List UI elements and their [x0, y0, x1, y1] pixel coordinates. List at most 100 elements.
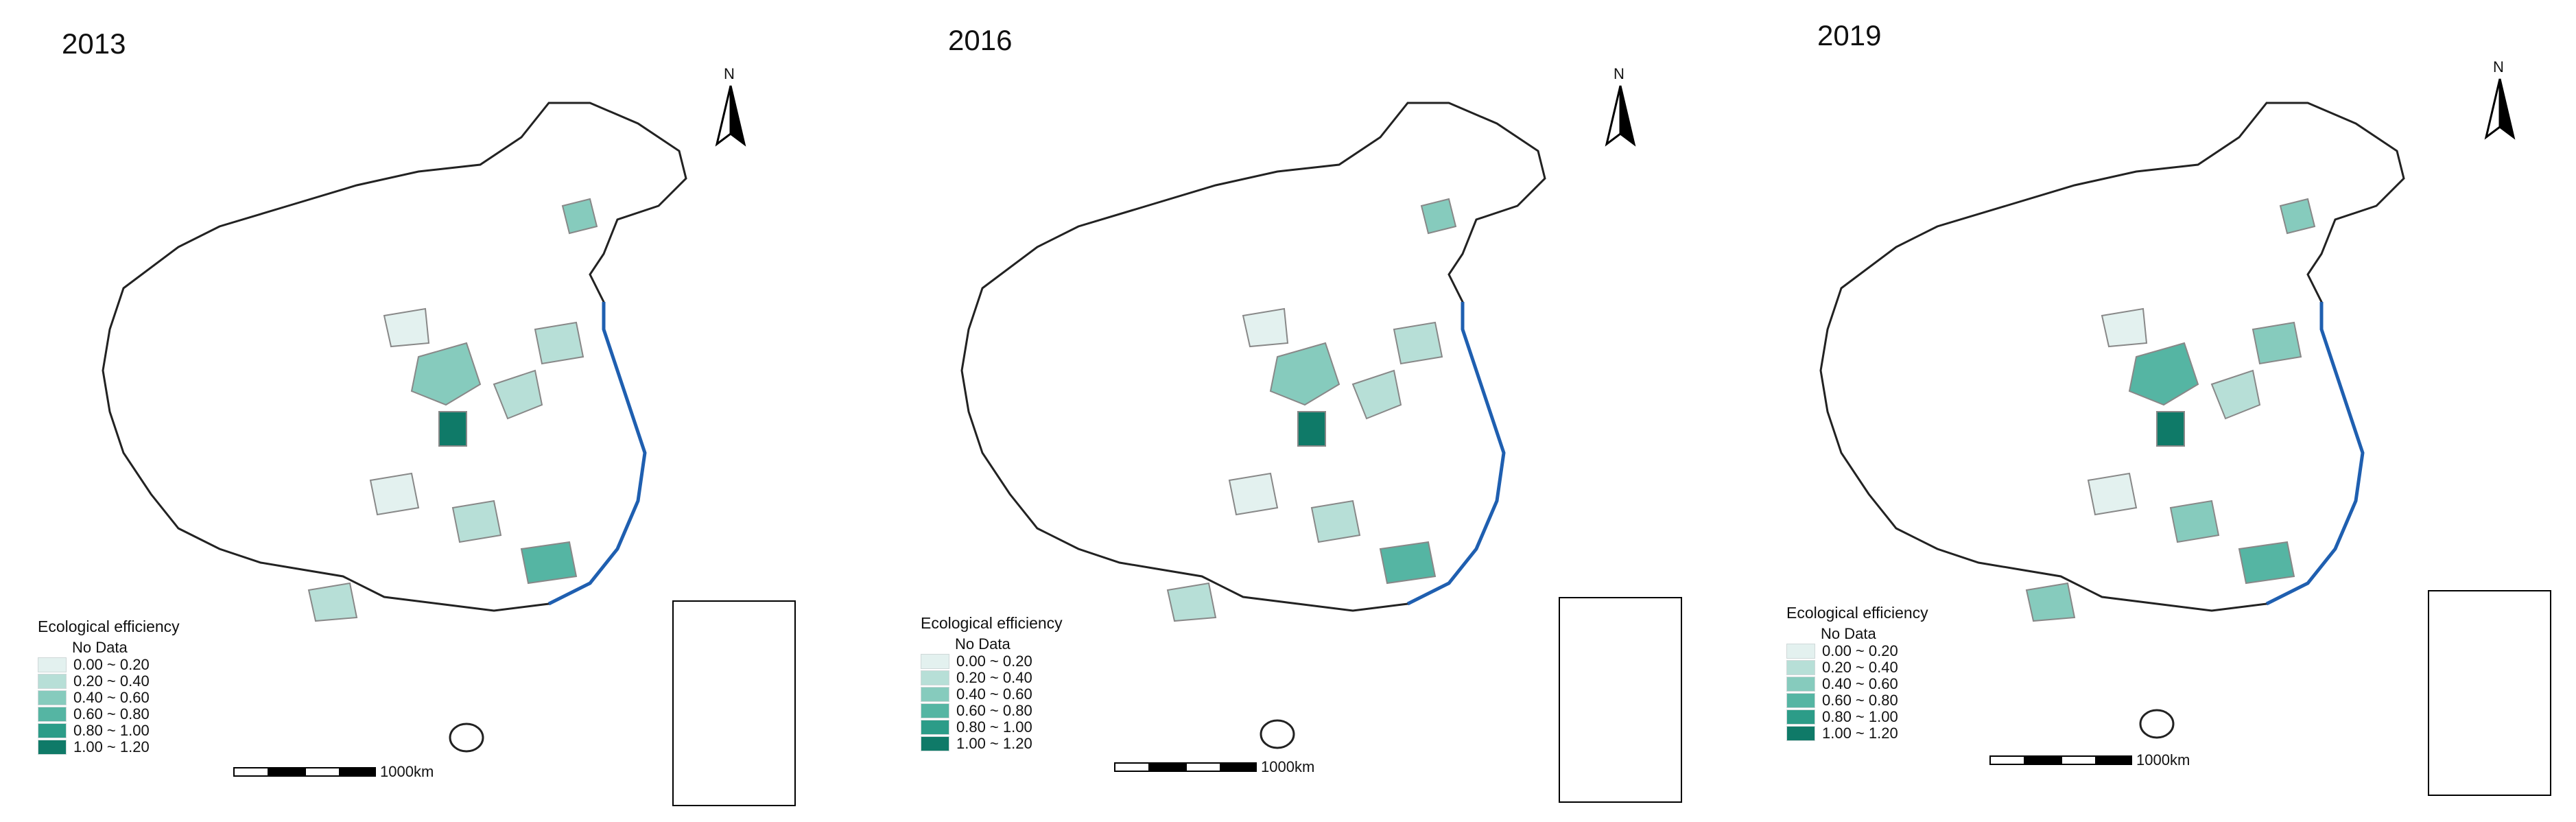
region-fill — [451, 500, 502, 543]
hainan-island — [2139, 709, 2175, 739]
panel-year: 2013 — [62, 27, 126, 60]
legend-class-item: 0.80 ~ 1.00 — [1786, 708, 1928, 725]
north-arrow: N — [1600, 65, 1641, 148]
legend-swatch — [921, 687, 949, 702]
legend-swatch — [921, 703, 949, 718]
legend-no-data: No Data — [955, 635, 1011, 653]
legend-class-label: 0.40 ~ 0.60 — [1822, 675, 1898, 692]
legend-class-item: 0.00 ~ 0.20 — [1786, 642, 1928, 659]
map-panel-2019: 2019 N Ecological efficiency No Data 0.0… — [1718, 0, 2576, 822]
region-fill — [493, 369, 543, 420]
country-outline — [1819, 102, 2405, 612]
legend-class-label: 1.00 ~ 1.20 — [1822, 725, 1898, 742]
region-fill — [534, 321, 584, 365]
region-fill — [1166, 582, 1217, 622]
legend-class-item: 0.60 ~ 0.80 — [38, 705, 180, 723]
legend-no-data: No Data — [1821, 625, 1876, 642]
region-fill — [2238, 541, 2295, 585]
scale-bar: 1000km — [1989, 751, 2190, 769]
panel-year: 2016 — [948, 24, 1013, 56]
legend-swatch — [38, 707, 67, 722]
region-fill — [438, 411, 467, 447]
china-map-2016 — [960, 102, 1546, 749]
legend-class-item: 1.00 ~ 1.20 — [921, 735, 1063, 752]
north-arrow: N — [710, 65, 751, 148]
legend-swatch — [38, 674, 67, 689]
legend-swatch — [38, 657, 67, 672]
china-map-2019 — [1819, 102, 2405, 739]
legend-class-item: 0.00 ~ 0.20 — [38, 656, 180, 673]
map-panel-2016: 2016 N Ecological efficiency No Data 0.0… — [859, 0, 1718, 822]
region-fill — [1420, 198, 1457, 235]
legend-class-label: 0.20 ~ 0.40 — [1822, 659, 1898, 676]
legend: Ecological efficiency No Data 0.00 ~ 0.2… — [38, 618, 180, 755]
legend-class-label: 0.40 ~ 0.60 — [73, 689, 150, 706]
legend-class-label: 0.60 ~ 0.80 — [73, 705, 150, 723]
region-fill — [2128, 342, 2199, 406]
legend-class-label: 0.00 ~ 0.20 — [73, 656, 150, 673]
north-label: N — [1614, 65, 1624, 82]
legend-class-label: 0.20 ~ 0.40 — [73, 672, 150, 690]
region-fill — [369, 472, 420, 516]
scale-label: 1000km — [1261, 758, 1315, 775]
coastline — [1406, 302, 1506, 606]
map-panel-2013: 2013 N Ecological efficiency No Data 0.0… — [0, 0, 859, 822]
legend-class-item: 0.20 ~ 0.40 — [1786, 659, 1928, 676]
region-fill — [1351, 369, 1402, 420]
south-china-sea-inset — [2428, 590, 2551, 796]
legend-swatch — [38, 690, 67, 705]
panel-year: 2019 — [1817, 19, 1882, 51]
legend-swatch — [1786, 709, 1815, 725]
region-fill — [1393, 321, 1443, 365]
north-label: N — [724, 65, 735, 82]
hainan-island — [449, 723, 484, 753]
legend: Ecological efficiency No Data 0.00 ~ 0.2… — [921, 614, 1063, 752]
coastline — [547, 302, 647, 606]
legend-class-label: 1.00 ~ 1.20 — [956, 735, 1032, 752]
legend-swatch — [38, 723, 67, 738]
scale-bar: 1000km — [233, 763, 434, 781]
legend-class-item: 0.80 ~ 1.00 — [921, 718, 1063, 736]
legend-title: Ecological efficiency — [1786, 604, 1928, 622]
region-fill — [2025, 582, 2076, 622]
region-fill — [1297, 411, 1326, 447]
region-fill — [2087, 472, 2138, 516]
country-outline — [102, 102, 687, 612]
legend-swatch — [38, 740, 67, 755]
region-fill — [520, 541, 578, 585]
north-arrow: N — [2479, 58, 2520, 141]
legend-title: Ecological efficiency — [38, 618, 180, 635]
legend-class-label: 0.20 ~ 0.40 — [956, 669, 1032, 686]
legend-swatch — [1786, 660, 1815, 675]
legend-swatch — [921, 736, 949, 751]
legend-swatch — [921, 654, 949, 669]
legend-swatch — [1786, 644, 1815, 659]
region-fill — [410, 342, 482, 406]
region-fill — [383, 307, 430, 348]
legend-class-item: 0.60 ~ 0.80 — [921, 702, 1063, 719]
legend-class-item: 0.80 ~ 1.00 — [38, 722, 180, 739]
region-fill — [2101, 307, 2148, 348]
region-fill — [2210, 369, 2261, 420]
region-fill — [561, 198, 598, 235]
legend-class-label: 0.80 ~ 1.00 — [73, 722, 150, 739]
north-label: N — [2493, 58, 2504, 75]
legend-title: Ecological efficiency — [921, 614, 1063, 632]
legend-class-item: 0.00 ~ 0.20 — [921, 653, 1063, 670]
hainan-island — [1260, 719, 1295, 749]
region-fill — [1228, 472, 1279, 516]
coastline — [2265, 302, 2365, 606]
region-fill — [1310, 500, 1361, 543]
china-map-2013 — [102, 102, 687, 753]
legend-class-label: 0.00 ~ 0.20 — [1822, 642, 1898, 659]
legend-class-item: 0.20 ~ 0.40 — [921, 669, 1063, 686]
region-fill — [1269, 342, 1340, 406]
region-fill — [1242, 307, 1289, 348]
south-china-sea-inset — [1559, 597, 1682, 803]
legend-class-label: 0.80 ~ 1.00 — [1822, 708, 1898, 725]
legend-class-item: 0.20 ~ 0.40 — [38, 672, 180, 690]
south-china-sea-inset — [672, 600, 796, 806]
region-fill — [1379, 541, 1437, 585]
legend-swatch — [921, 670, 949, 685]
scale-label: 1000km — [380, 763, 434, 780]
